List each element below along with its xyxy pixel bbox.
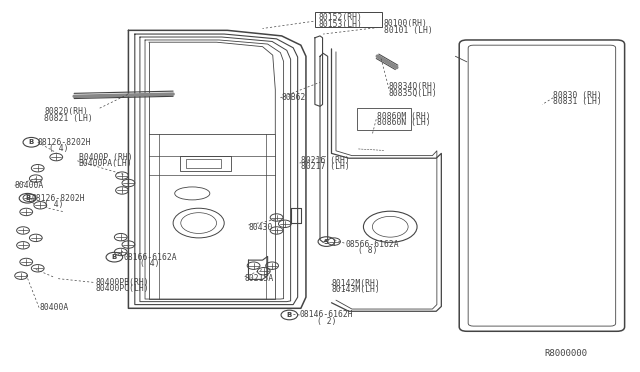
Text: 80830 (RH): 80830 (RH) [553, 91, 602, 100]
Text: B: B [287, 312, 292, 318]
Text: 08126-8202H: 08126-8202H [31, 194, 85, 203]
Text: 80400PC(LH): 80400PC(LH) [95, 284, 149, 293]
Text: ( 8): ( 8) [358, 246, 378, 255]
Text: 80820(RH): 80820(RH) [44, 108, 88, 116]
Text: ( 4): ( 4) [49, 144, 68, 153]
Text: 80216 (RH): 80216 (RH) [301, 155, 349, 164]
Text: 80153(LH): 80153(LH) [319, 20, 363, 29]
Text: B: B [29, 139, 34, 145]
Text: 80430: 80430 [248, 223, 273, 232]
Text: B: B [25, 195, 30, 201]
Text: 08566-6162A: 08566-6162A [346, 240, 399, 249]
Bar [315, 12, 382, 28]
Text: 08126-8202H: 08126-8202H [38, 138, 92, 147]
Text: 80101 (LH): 80101 (LH) [384, 26, 433, 35]
Text: 08146-6162H: 08146-6162H [300, 311, 353, 320]
Text: 80834Q(RH): 80834Q(RH) [389, 82, 438, 91]
Text: S: S [324, 238, 329, 245]
Text: ( 4): ( 4) [140, 259, 159, 268]
Text: B: B [112, 254, 117, 260]
Text: ( 2): ( 2) [317, 317, 336, 326]
Text: 80400A: 80400A [39, 303, 68, 312]
Text: 80860N (LH): 80860N (LH) [378, 118, 431, 127]
Text: 08166-6162A: 08166-6162A [124, 253, 177, 262]
Bar [186, 159, 221, 168]
Text: ( 4): ( 4) [44, 200, 63, 209]
Bar [179, 156, 230, 171]
Text: 80143M(LH): 80143M(LH) [332, 285, 380, 294]
Text: 80217 (LH): 80217 (LH) [301, 162, 349, 171]
Text: B0400PA(LH): B0400PA(LH) [79, 159, 132, 168]
Text: 80400PB(RH): 80400PB(RH) [95, 278, 149, 287]
Text: 80215A: 80215A [244, 274, 274, 283]
Bar [357, 108, 412, 131]
Text: 80142M(RH): 80142M(RH) [332, 279, 380, 288]
Text: 80831 (LH): 80831 (LH) [553, 97, 602, 106]
Text: 80860M (RH): 80860M (RH) [378, 112, 431, 121]
Text: 80B62: 80B62 [282, 93, 306, 102]
Text: R8000000: R8000000 [545, 349, 588, 358]
Text: B0400P (RH): B0400P (RH) [79, 153, 132, 161]
Text: 80152(RH): 80152(RH) [319, 13, 363, 22]
Text: 80835Q(LH): 80835Q(LH) [389, 89, 438, 97]
Text: 80100(RH): 80100(RH) [384, 19, 428, 28]
Text: 80400A: 80400A [15, 181, 44, 190]
Text: 80821 (LH): 80821 (LH) [44, 114, 93, 123]
